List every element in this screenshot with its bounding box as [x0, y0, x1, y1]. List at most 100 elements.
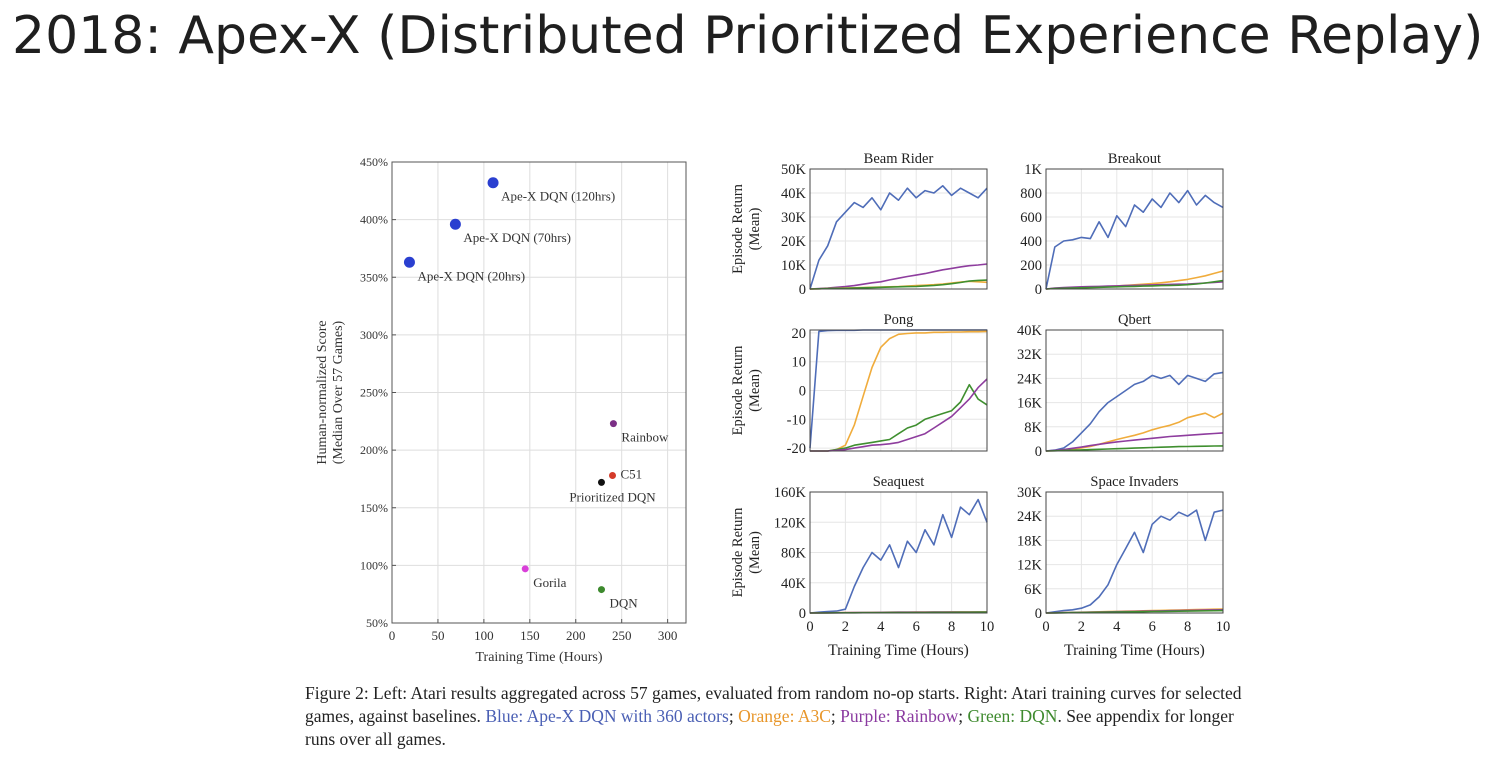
panel-title: Beam Rider: [864, 151, 934, 167]
panel-background: [1046, 169, 1223, 289]
series-line-green: [809, 279, 988, 290]
panel-ytick-label: 0: [799, 282, 806, 298]
panel-ytick-label: 0: [1035, 606, 1042, 622]
scatter-ytick-label: 400%: [360, 213, 388, 227]
panel-ytick-label: 24K: [1017, 509, 1043, 525]
scatter-point: [609, 471, 616, 479]
panel-xtick-label: 10: [1216, 619, 1231, 635]
series-line-purple: [809, 263, 988, 290]
panel-ytick-label: 16K: [1017, 396, 1043, 412]
scatter-point-label: C51: [621, 466, 643, 481]
scatter-point: [609, 420, 617, 428]
panel-ytick-label: 20K: [781, 234, 807, 250]
series-line-blue: [1045, 371, 1224, 452]
scatter-xtick-label: 250: [612, 628, 632, 643]
panel-ytick-label: 40K: [781, 186, 807, 202]
panel-background: [810, 169, 987, 289]
scatter-ylabel: Human-normalized Score: [315, 320, 330, 464]
scatter-point-label: DQN: [609, 596, 638, 611]
scatter-frame-top: [391, 161, 687, 624]
series-line-blue: [1045, 189, 1224, 290]
panel-ytick-label: 800: [1020, 186, 1042, 202]
panel-ylabel: Episode Return: [730, 345, 746, 436]
scatter-ylabel-2: (Median Over 57 Games): [331, 320, 346, 464]
scatter-ytick-label: 300%: [360, 328, 388, 342]
scatter-xlabel: Training Time (Hours): [475, 650, 602, 665]
panel-xtick-label: 8: [1184, 619, 1191, 635]
panel-breakout: 0 200 400 600 800 1K Breakout: [1020, 151, 1224, 298]
panel-ytick-label: 600: [1020, 210, 1042, 226]
slide-title: 2018: Apex-X (Distributed Prioritized Ex…: [12, 6, 1484, 66]
caption-text-1: Figure 2: Left: Atari results aggregated…: [305, 683, 1242, 726]
series-line-purple: [1045, 432, 1224, 452]
panel-ytick-label: 12K: [1017, 558, 1043, 574]
panel-ytick-label: 80K: [781, 546, 807, 562]
panel-ytick-label: 6K: [1024, 582, 1042, 598]
panel-xtick-label: 8: [948, 619, 955, 635]
scatter-xtick-label: 200: [566, 628, 586, 643]
scatter-xtick-label: 150: [520, 628, 540, 643]
series-line-purple: [810, 378, 988, 452]
panel-qbert: 0 8K 16K 24K 32K 40K Qbert: [1017, 312, 1224, 460]
panel-ytick-label: -10: [787, 412, 806, 428]
panel-pong: -20 -10 0 10 20 Pong Episode Return (Mean): [730, 312, 988, 457]
panel-ytick-label: 400: [1020, 234, 1042, 250]
panel-xtick-label: 4: [877, 619, 885, 635]
panel-xlabel: Training Time (Hours): [1064, 642, 1205, 659]
panel-ytick-label: 120K: [774, 515, 807, 531]
panel-ytick-label: 24K: [1017, 371, 1043, 387]
panel-title: Pong: [884, 312, 914, 328]
panel-ytick-label: 18K: [1017, 533, 1043, 549]
figure-caption: Figure 2: Left: Atari results aggregated…: [305, 682, 1250, 751]
panel-seaquest: 0 40K 80K 120K 160K Seaquest 0 2 4 6 8 10 Training T…: [730, 474, 994, 659]
panel-ytick-label: 30K: [1017, 485, 1043, 501]
series-line-orange: [810, 330, 988, 452]
panel-ytick-label: 40K: [781, 576, 807, 592]
scatter-xtick-label: 300: [658, 628, 678, 643]
scatter-point-label: Ape-X DQN (20hrs): [417, 268, 525, 283]
panel-xtick-label: 2: [842, 619, 849, 635]
panel-ytick-label: 200: [1020, 258, 1042, 274]
scatter-ytick-label: 350%: [360, 270, 388, 284]
series-line-green: [1045, 445, 1224, 452]
scatter-point: [597, 586, 605, 594]
panel-background: [1046, 330, 1223, 451]
panel-ylabel: Episode Return: [730, 507, 746, 598]
scatter-ytick-label: 100%: [360, 558, 388, 572]
series-line-green: [810, 383, 988, 452]
panel-title: Breakout: [1108, 151, 1161, 167]
caption-sep-2: ;: [830, 706, 841, 726]
panel-ytick-label: 32K: [1017, 347, 1043, 363]
scatter-point-label: Ape-X DQN (70hrs): [463, 230, 571, 245]
panel-frame: [1045, 491, 1224, 614]
scatter-chart: 50% 100% 150% 200% 250% 300% 350% 400% 450% 0 50 10…: [315, 155, 687, 665]
panel-beam-rider: 0 10K 20K 30K 40K 50K Beam Rider Episode Return…: [730, 151, 988, 298]
scatter-ytick-label: 200%: [360, 443, 388, 457]
panel-ytick-label: 40K: [1017, 323, 1043, 339]
caption-purple: Purple: Rainbow: [840, 706, 959, 726]
panel-xtick-label: 0: [806, 619, 813, 635]
panel-ylabel-2: (Mean): [747, 369, 763, 412]
panel-xtick-label: 0: [1042, 619, 1049, 635]
panel-title: Space Invaders: [1090, 474, 1179, 490]
panel-title: Qbert: [1118, 312, 1151, 328]
scatter-point: [597, 478, 605, 486]
panel-ytick-label: 30K: [781, 210, 807, 226]
scatter-point: [403, 256, 415, 268]
panel-xtick-label: 2: [1078, 619, 1085, 635]
scatter-xtick-label: 0: [389, 628, 396, 643]
panel-title: Seaquest: [873, 474, 925, 490]
panel-ytick-label: 20: [792, 326, 807, 342]
scatter-xtick-label: 100: [474, 628, 494, 643]
caption-sep-1: ;: [728, 706, 739, 726]
scatter-point: [449, 218, 461, 230]
series-line-blue: [1045, 509, 1224, 614]
panel-space-invaders: 0 6K 12K 18K 24K 30K Space Invaders 0 2 4 6 8 10 Trai…: [1017, 474, 1230, 659]
scatter-xtick-label: 50: [431, 628, 444, 643]
panel-frame: [809, 168, 988, 290]
panel-ytick-label: 0: [799, 606, 806, 622]
panel-ytick-label: 0: [1035, 444, 1042, 460]
panel-ytick-label: 0: [799, 384, 806, 400]
panel-ytick-label: 160K: [774, 485, 807, 501]
panel-ytick-label: -20: [787, 441, 806, 457]
